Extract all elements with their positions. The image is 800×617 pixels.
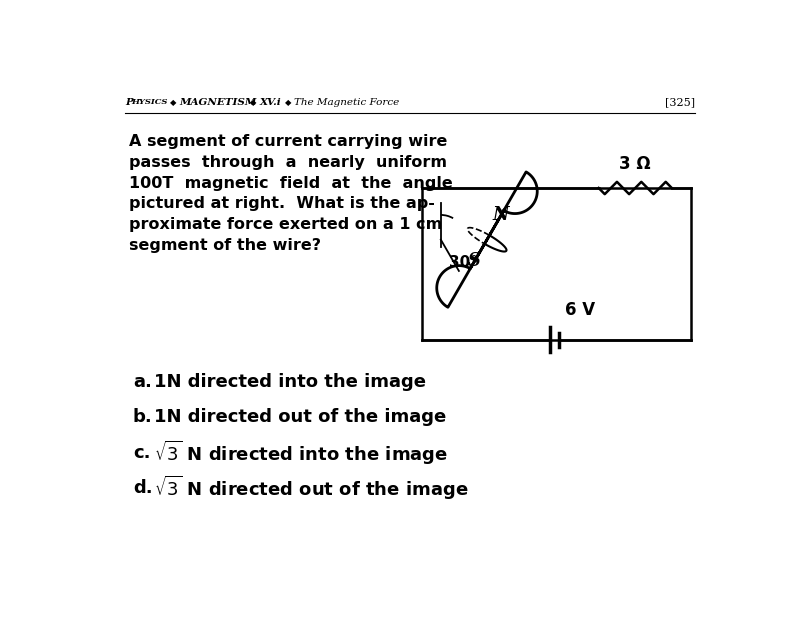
Text: A segment of current carrying wire: A segment of current carrying wire bbox=[129, 134, 447, 149]
Text: S: S bbox=[468, 252, 481, 270]
Text: 1N directed into the image: 1N directed into the image bbox=[154, 373, 426, 391]
Text: ◆: ◆ bbox=[250, 98, 256, 107]
Text: d.: d. bbox=[133, 479, 153, 497]
Text: N: N bbox=[493, 207, 510, 225]
Text: 3 Ω: 3 Ω bbox=[619, 155, 650, 173]
Text: $\sqrt{3}$ N directed into the image: $\sqrt{3}$ N directed into the image bbox=[154, 439, 449, 467]
Text: 1N directed out of the image: 1N directed out of the image bbox=[154, 408, 446, 426]
Text: [325]: [325] bbox=[665, 97, 695, 107]
Text: The Magnetic Force: The Magnetic Force bbox=[294, 98, 399, 107]
Text: pictured at right.  What is the ap-: pictured at right. What is the ap- bbox=[129, 196, 435, 212]
Text: P: P bbox=[125, 98, 133, 107]
Text: MAGNETISM: MAGNETISM bbox=[179, 98, 256, 107]
Text: ◆: ◆ bbox=[170, 98, 176, 107]
Text: proximate force exerted on a 1 cm: proximate force exerted on a 1 cm bbox=[129, 217, 442, 232]
Text: XV.i: XV.i bbox=[259, 98, 281, 107]
Text: 6 V: 6 V bbox=[565, 301, 595, 319]
Text: ◆: ◆ bbox=[285, 98, 291, 107]
Text: HYSICS: HYSICS bbox=[131, 98, 168, 106]
Text: 100T  magnetic  field  at  the  angle: 100T magnetic field at the angle bbox=[129, 176, 453, 191]
Text: c.: c. bbox=[133, 444, 150, 462]
Text: passes  through  a  nearly  uniform: passes through a nearly uniform bbox=[129, 155, 447, 170]
Text: 30°: 30° bbox=[449, 255, 478, 270]
Text: $\sqrt{3}$ N directed out of the image: $\sqrt{3}$ N directed out of the image bbox=[154, 474, 469, 502]
Text: a.: a. bbox=[133, 373, 152, 391]
Text: b.: b. bbox=[133, 408, 153, 426]
Text: segment of the wire?: segment of the wire? bbox=[129, 238, 321, 253]
